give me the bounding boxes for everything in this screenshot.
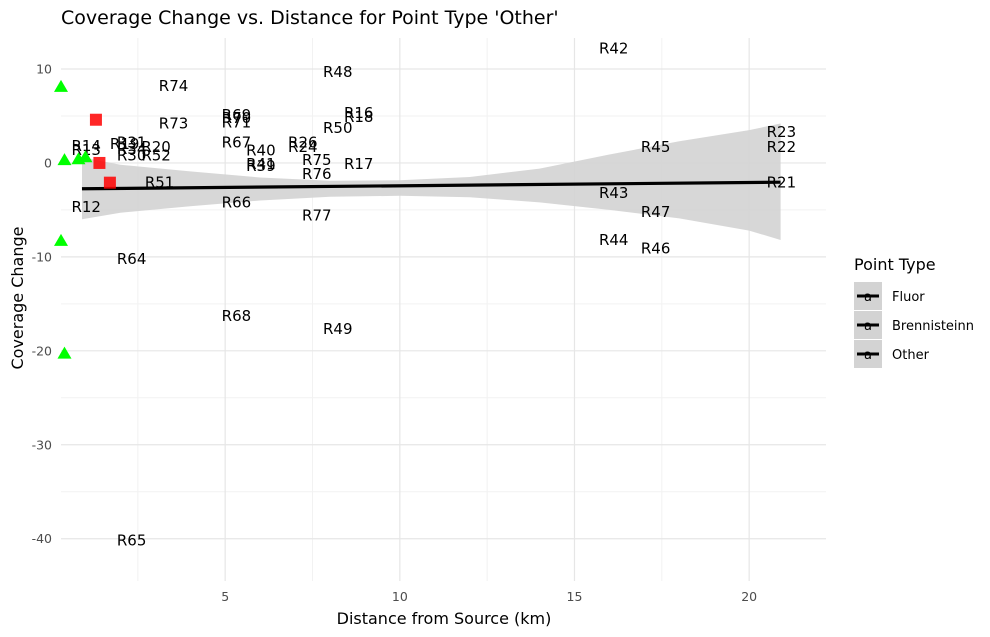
point-label: R21	[767, 174, 797, 192]
x-tick-label: 10	[392, 589, 408, 604]
point-label: R34	[117, 140, 147, 158]
legend-label: Brennisteinn	[892, 319, 974, 334]
point-label: R71	[222, 114, 252, 132]
point-label: R14	[71, 137, 101, 155]
point-label: R41	[246, 155, 276, 173]
point-label: R64	[117, 250, 147, 268]
y-tick-label: -20	[32, 343, 52, 358]
y-tick-label: 0	[44, 155, 52, 170]
y-axis-ticks: 10 0 -10 -20 -30 -40	[32, 62, 52, 547]
point-label: R52	[141, 146, 171, 164]
x-tick-label: 5	[221, 589, 229, 604]
point-label: R31	[117, 133, 147, 151]
point-label: R43	[599, 184, 629, 202]
point-label: R18	[344, 108, 374, 126]
point-label: R74	[159, 77, 189, 95]
point-label: R50	[323, 119, 353, 137]
point-markers	[54, 79, 116, 359]
trend-line	[81, 180, 781, 191]
fluor-point	[54, 233, 68, 246]
point-label: R26	[288, 133, 318, 151]
point-labels: R42R74R48R69R70R71R73R16R18R50R31R19R34R…	[71, 39, 796, 549]
chart-title: Coverage Change vs. Distance for Point T…	[61, 7, 559, 29]
point-label: R73	[159, 114, 189, 132]
point-label: R46	[641, 239, 671, 257]
point-label: R75	[302, 151, 332, 169]
point-label: R23	[767, 123, 797, 141]
y-tick-label: -30	[32, 437, 52, 452]
point-label: R42	[599, 39, 629, 57]
confidence-band	[82, 123, 781, 240]
point-label: R44	[599, 231, 629, 249]
point-label: R70	[222, 109, 252, 127]
point-label: R76	[302, 165, 332, 183]
point-label: R40	[246, 142, 276, 160]
point-label: R22	[767, 138, 797, 156]
brennisteinn-point	[93, 156, 106, 169]
brennisteinn-point	[89, 113, 102, 126]
point-label: R68	[222, 307, 252, 325]
point-label: R12	[71, 198, 101, 216]
point-label: R17	[344, 155, 374, 173]
point-label: R24	[288, 138, 318, 156]
point-label: R51	[145, 174, 175, 192]
legend-label: Fluor	[892, 290, 925, 305]
fluor-point	[78, 150, 93, 163]
point-label: R45	[641, 138, 671, 156]
point-label: R77	[302, 207, 332, 225]
legend-key-glyph: a	[864, 290, 872, 305]
point-label: R67	[222, 133, 252, 151]
x-tick-label: 20	[741, 589, 757, 604]
plot-panel: R42R74R48R69R70R71R73R16R18R50R31R19R34R…	[54, 38, 826, 581]
point-label: R49	[323, 320, 353, 338]
point-label: R65	[117, 532, 147, 550]
x-axis-title: Distance from Source (km)	[337, 609, 552, 628]
fluor-point	[57, 346, 72, 359]
point-label: R66	[222, 193, 252, 211]
x-tick-label: 15	[567, 589, 583, 604]
legend-key-glyph: a	[864, 348, 872, 363]
legend-title: Point Type	[854, 255, 936, 274]
fluor-point	[54, 79, 68, 92]
point-label: R16	[344, 104, 374, 122]
point-label: R47	[641, 203, 671, 221]
point-label: R39	[246, 157, 276, 175]
legend-key-glyph: a	[864, 319, 872, 334]
legend-label: Other	[892, 348, 930, 363]
point-label: R69	[222, 106, 252, 124]
point-label: R19	[110, 135, 140, 153]
point-label: R48	[323, 63, 353, 81]
legend: Point Type a Fluor a Brennisteinn a Other	[854, 255, 974, 368]
fluor-point	[57, 153, 72, 166]
x-axis-ticks: 5 10 15 20	[221, 589, 757, 604]
y-axis-title: Coverage Change	[8, 227, 27, 370]
y-tick-label: -10	[32, 249, 52, 264]
y-tick-label: -40	[32, 531, 52, 546]
minor-gridlines	[61, 38, 826, 581]
point-label: R30	[117, 146, 147, 164]
major-gridlines	[61, 38, 826, 581]
point-label: R20	[141, 138, 171, 156]
brennisteinn-point	[103, 176, 116, 189]
y-tick-label: 10	[36, 62, 52, 77]
